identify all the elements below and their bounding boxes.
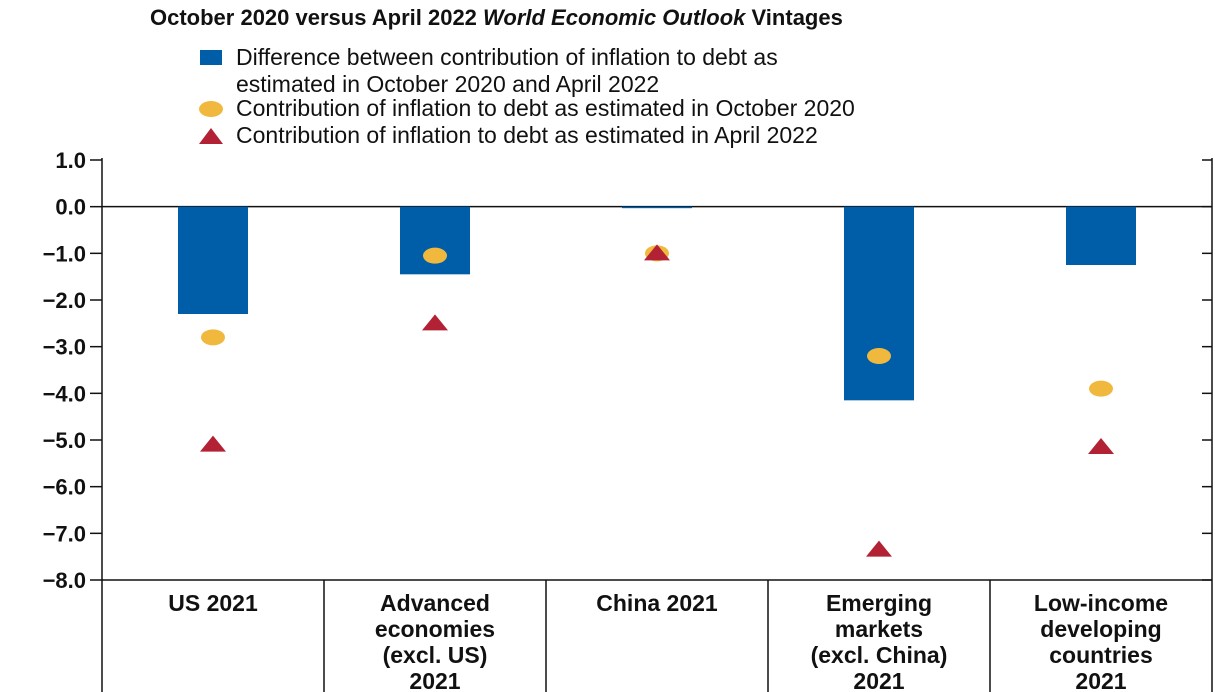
legend-square-icon: [200, 50, 222, 65]
legend-label-difference-line-1: Difference between contribution of infla…: [236, 44, 778, 70]
legend-circle-icon: [199, 101, 223, 117]
category-label: economies: [375, 616, 495, 642]
chart-title: October 2020 versus April 2022 World Eco…: [150, 5, 843, 31]
category-label: Advanced: [380, 590, 490, 616]
chart-title-prefix: October 2020 versus April 2022: [150, 5, 484, 30]
category-label: markets: [835, 616, 923, 642]
bar-difference: [400, 206, 470, 275]
marker-apr2022: [1088, 438, 1114, 454]
y-tick-label: −4.0: [43, 381, 86, 406]
legend-label-apr2022: Contribution of inflation to debt as est…: [236, 122, 818, 148]
category-label: 2021: [409, 668, 460, 692]
category-label: 2021: [1075, 668, 1126, 692]
legend-label-difference-line-2: estimated in October 2020 and April 2022: [236, 71, 660, 97]
y-tick-label: −5.0: [43, 428, 86, 453]
marker-oct2020: [867, 348, 891, 364]
category-label: Emerging: [826, 590, 932, 616]
category-label: (excl. US): [383, 642, 488, 668]
legend-label-difference: Difference between contribution of infla…: [236, 44, 778, 98]
y-tick-label: −3.0: [43, 335, 86, 360]
marker-apr2022: [200, 435, 226, 452]
y-tick-label: −7.0: [43, 521, 86, 546]
bar-difference: [178, 206, 248, 314]
marker-apr2022: [866, 540, 892, 557]
marker-oct2020: [201, 329, 225, 346]
y-tick-label: −2.0: [43, 288, 86, 313]
y-tick-label: −6.0: [43, 475, 86, 500]
chart-title-italic: World Economic Outlook: [483, 5, 746, 30]
category-label: countries: [1049, 642, 1153, 668]
legend-triangle-icon: [199, 128, 223, 144]
marker-apr2022: [422, 314, 448, 331]
category-label: developing: [1040, 616, 1161, 642]
category-label: (excl. China): [811, 642, 948, 668]
category-label: Low-income: [1034, 590, 1168, 616]
category-label: US 2021: [168, 590, 258, 616]
marker-oct2020: [423, 247, 447, 264]
chart-title-suffix: Vintages: [745, 5, 843, 30]
category-label: 2021: [853, 668, 904, 692]
marker-oct2020: [1089, 380, 1113, 397]
bar-difference: [844, 206, 914, 401]
marker-apr2022: [644, 244, 670, 261]
legend-label-oct2020: Contribution of inflation to debt as est…: [236, 95, 855, 121]
y-tick-label: 0.0: [55, 195, 86, 220]
category-label: China 2021: [596, 590, 718, 616]
bar-difference: [1066, 206, 1136, 265]
y-tick-label: −1.0: [43, 241, 86, 266]
y-tick-label: 1.0: [55, 148, 86, 173]
bar-difference: [622, 206, 692, 209]
y-tick-label: −8.0: [43, 568, 86, 593]
